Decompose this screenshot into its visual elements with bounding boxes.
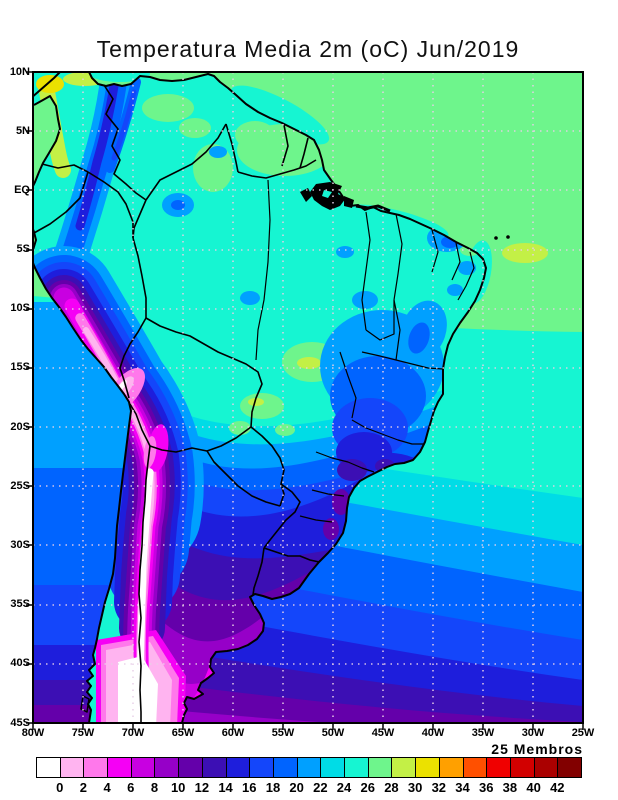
colorbar-tick-label: 10 <box>170 780 186 795</box>
colorbar-tick-label: 26 <box>360 780 375 795</box>
colorbar-segment <box>438 757 464 778</box>
lat-tick-label: 40S <box>10 657 30 670</box>
colorbar-segment <box>249 757 274 778</box>
colorbar-segment <box>296 757 322 778</box>
colorbar-segment <box>59 757 85 778</box>
colorbar-tick-label: 42 <box>550 780 565 795</box>
colorbar-segment <box>415 757 440 778</box>
lon-tick-label: 25W <box>571 727 595 739</box>
lon-tick-label: 35W <box>471 727 495 739</box>
lon-tick-label: 55W <box>271 727 295 739</box>
colorbar-tick-label: 28 <box>384 780 399 795</box>
lon-tick-label: 50W <box>321 727 345 739</box>
country-borders <box>33 84 320 723</box>
temperature-field <box>33 72 583 723</box>
colorbar-segment <box>130 757 156 778</box>
lat-tick-label: 25S <box>10 479 30 492</box>
grid-lines <box>33 72 583 723</box>
lon-tick-label: 40W <box>421 727 445 739</box>
colorbar-segment <box>107 757 132 778</box>
lon-tick-label: 30W <box>521 727 545 739</box>
colorbar-tick-label: 2 <box>79 780 87 795</box>
lat-tick-label: 35S <box>10 598 30 611</box>
colorbar-segment <box>225 757 251 778</box>
colorbar-tick-label: 24 <box>336 780 352 795</box>
colorbar-segment <box>533 757 559 778</box>
lat-tick-label: 5N <box>15 124 30 137</box>
colorbar-tick-label: 22 <box>313 780 328 795</box>
colorbar-tick-label: 0 <box>56 780 64 795</box>
lon-tick-label: 70W <box>121 727 145 739</box>
lat-tick-label: EQ <box>14 183 30 196</box>
coastline <box>33 72 487 723</box>
colorbar-segment <box>367 757 393 778</box>
colorbar-tick-label: 14 <box>218 780 233 795</box>
colorbar-segment <box>320 757 346 778</box>
colorbar-segment <box>486 757 511 778</box>
colorbar-tick-label: 6 <box>127 780 135 795</box>
colorbar-segment <box>83 757 109 778</box>
lon-tick-label: 60W <box>221 727 245 739</box>
axis-ticks <box>26 71 584 730</box>
lat-tick-label: 15S <box>10 361 30 374</box>
lat-tick-label: 20S <box>10 420 30 433</box>
colorbar-tick-label: 16 <box>242 780 257 795</box>
colorbar <box>36 757 582 778</box>
colorbar-segment <box>344 757 369 778</box>
amazon-delta <box>300 182 510 240</box>
colorbar-tick-label: 12 <box>194 780 210 795</box>
colorbar-segment <box>178 757 203 778</box>
lat-tick-label: 5S <box>16 243 30 256</box>
colorbar-segment <box>36 757 61 778</box>
lon-tick-label: 65W <box>171 727 195 739</box>
colorbar-segment <box>557 757 582 778</box>
lat-tick-label: 10N <box>9 65 30 78</box>
colorbar-tick-label: 32 <box>431 780 447 795</box>
colorbar-tick-label: 30 <box>407 780 423 795</box>
lon-tick-label: 45W <box>371 727 395 739</box>
state-borders <box>255 179 475 523</box>
colorbar-segment <box>154 757 180 778</box>
lat-tick-label: 10S <box>10 302 30 315</box>
colorbar-segment <box>391 757 417 778</box>
colorbar-tick-label: 34 <box>455 780 470 795</box>
page-title: Temperatura Media 2m (oC) Jun/2019 <box>96 36 520 62</box>
lon-tick-label: 75W <box>71 727 95 739</box>
lat-tick-label: 45S <box>10 716 30 729</box>
ensemble-members-label: 25 Membros <box>491 741 583 757</box>
colorbar-segment <box>201 757 227 778</box>
colorbar-segment <box>272 757 298 778</box>
colorbar-tick-label: 36 <box>478 780 494 795</box>
colorbar-tick-label: 38 <box>502 780 518 795</box>
colorbar-tick-label: 40 <box>526 780 541 795</box>
lon-tick-label: 80W <box>21 727 45 739</box>
plot-frame <box>32 71 584 724</box>
colorbar-segment <box>509 757 535 778</box>
colorbar-tick-label: 4 <box>103 780 111 795</box>
colorbar-segment <box>462 757 488 778</box>
lat-tick-label: 30S <box>10 538 30 551</box>
colorbar-tick-label: 8 <box>150 780 159 795</box>
colorbar-tick-label: 20 <box>289 780 304 795</box>
colorbar-tick-label: 18 <box>265 780 281 795</box>
